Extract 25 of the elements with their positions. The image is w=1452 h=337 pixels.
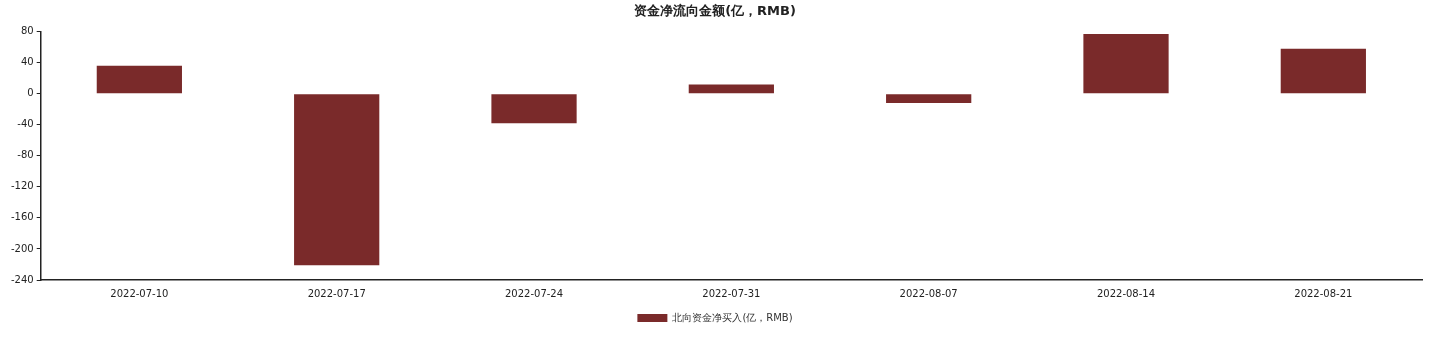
y-tick-label: 80	[20, 25, 34, 37]
x-tick-label: 2022-07-31	[702, 287, 761, 299]
legend-label: 北向资金净买入(亿，RMB)	[672, 311, 793, 323]
bar	[491, 94, 577, 124]
y-tick-label: -80	[17, 149, 34, 161]
chart-title: 资金净流向金额(亿，RMB)	[634, 3, 796, 19]
bar	[886, 94, 972, 104]
bar	[96, 65, 182, 94]
y-tick-label: -200	[10, 242, 34, 254]
x-tick-label: 2022-07-10	[110, 287, 169, 299]
x-tick-label: 2022-07-17	[307, 287, 366, 299]
bar	[294, 94, 380, 266]
y-tick-label: -160	[10, 211, 34, 223]
y-tick-label: -240	[10, 273, 34, 285]
y-tick-label: 0	[27, 87, 34, 99]
x-tick-label: 2022-08-07	[899, 287, 958, 299]
x-tick-label: 2022-08-21	[1294, 287, 1353, 299]
x-tick-label: 2022-07-24	[504, 287, 564, 299]
y-tick-label: -40	[17, 118, 34, 130]
bar	[1280, 48, 1366, 94]
bar	[688, 84, 774, 94]
y-tick-label: -120	[10, 180, 34, 192]
y-tick-label: 40	[20, 56, 34, 68]
x-tick-label: 2022-08-14	[1096, 287, 1156, 299]
bar	[1083, 33, 1169, 94]
